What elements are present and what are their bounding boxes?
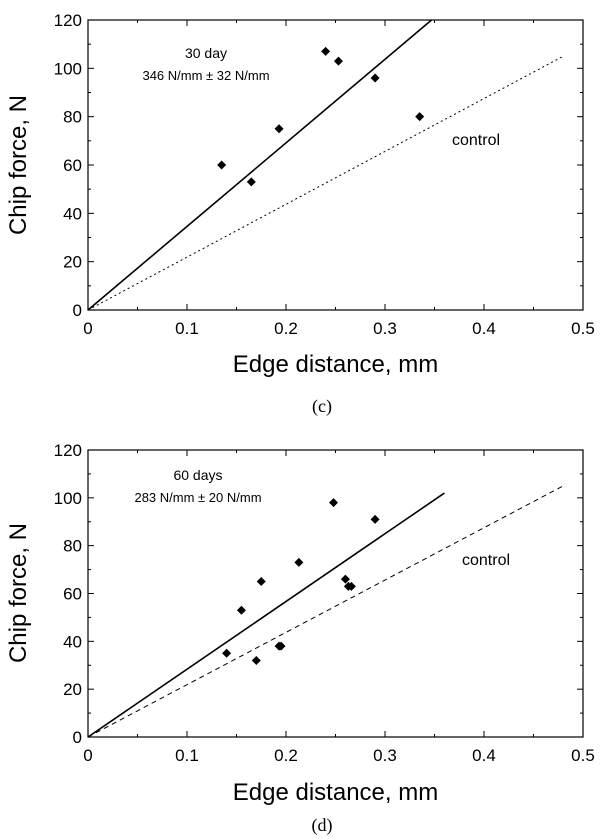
x-tick-label: 0.5 [571, 319, 595, 338]
x-tick-label: 0.2 [274, 746, 298, 765]
control-label: control [452, 132, 500, 149]
data-point [251, 655, 261, 665]
data-point [346, 581, 356, 591]
y-tick-label: 100 [54, 59, 82, 78]
control-line [87, 485, 564, 738]
control-label: control [462, 552, 510, 569]
annotation-title: 60 days [173, 467, 222, 483]
x-tick-label: 0.1 [175, 319, 199, 338]
y-axis-label: Chip force, N [5, 95, 32, 235]
data-point [274, 124, 284, 134]
y-axis-label: Chip force, N [5, 523, 32, 663]
x-tick-label: 0 [83, 319, 92, 338]
data-point [321, 46, 331, 56]
x-axis-label: Edge distance, mm [233, 351, 438, 378]
y-tick-label: 80 [63, 537, 82, 556]
data-point [370, 514, 380, 524]
y-tick-label: 20 [63, 253, 82, 272]
chart-c: 0 0.1 0.2 0.3 0.4 0.5 0 20 40 60 80 100 120 30 day 346… [5, 11, 595, 417]
data-point [256, 577, 266, 587]
x-axis-label: Edge distance, mm [233, 779, 438, 806]
y-tick-label: 120 [54, 11, 82, 30]
y-tick-label: 40 [63, 204, 82, 223]
plot-frame [87, 19, 584, 311]
x-tick-label: 0.3 [373, 319, 397, 338]
x-tick-label: 0.5 [571, 746, 595, 765]
data-point [415, 112, 425, 122]
x-tick-label: 0.4 [472, 319, 496, 338]
data-point [276, 641, 286, 651]
y-tick-label: 0 [73, 728, 82, 747]
annotation-title: 30 day [185, 45, 227, 61]
x-tick-label: 0.2 [274, 319, 298, 338]
fit-line [87, 19, 433, 311]
y-tick-label: 120 [54, 441, 82, 460]
data-point [294, 557, 304, 567]
y-tick-label: 40 [63, 632, 82, 651]
x-tick-label: 0 [83, 746, 92, 765]
annotation-value: 283 N/mm ± 20 N/mm [134, 490, 261, 505]
fit-line [87, 492, 445, 738]
figure-caption: (d) [312, 815, 333, 836]
annotation-value: 346 N/mm ± 32 N/mm [142, 68, 269, 83]
data-point [217, 160, 227, 170]
y-tick-label: 20 [63, 680, 82, 699]
x-tick-label: 0.4 [472, 746, 496, 765]
data-point [370, 73, 380, 83]
chart-d: 0 0.1 0.2 0.3 0.4 0.5 0 20 40 60 80 100 120 60 days 28… [5, 441, 595, 836]
y-tick-label: 60 [63, 156, 82, 175]
x-tick-label: 0.1 [175, 746, 199, 765]
data-point [246, 177, 256, 187]
y-tick-label: 80 [63, 108, 82, 127]
figure-caption: (c) [312, 396, 332, 417]
y-tick-label: 100 [54, 489, 82, 508]
data-point [333, 56, 343, 66]
data-point [329, 498, 339, 508]
data-point [236, 605, 246, 615]
control-line [87, 55, 564, 311]
y-tick-label: 60 [63, 585, 82, 604]
data-point [340, 574, 350, 584]
x-tick-label: 0.3 [373, 746, 397, 765]
y-tick-label: 0 [73, 301, 82, 320]
data-point [222, 648, 232, 658]
